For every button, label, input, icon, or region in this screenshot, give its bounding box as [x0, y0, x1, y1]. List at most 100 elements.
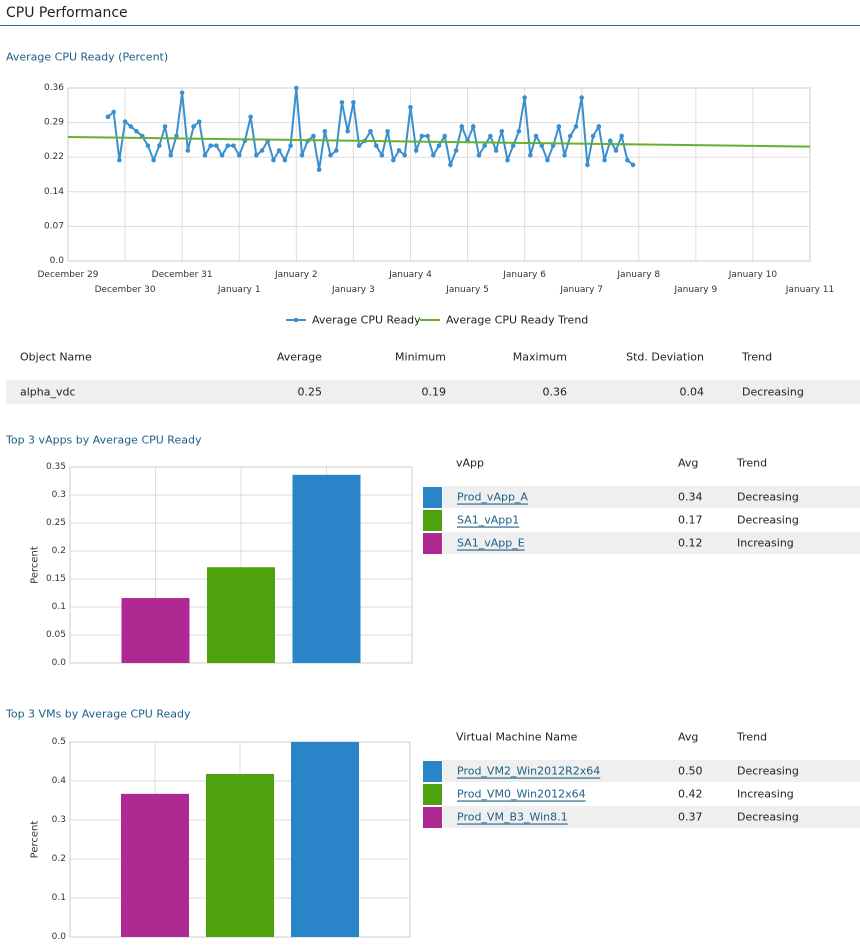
- point: [322, 128, 328, 134]
- point: [157, 143, 162, 148]
- point: [573, 124, 579, 129]
- point: [299, 152, 305, 158]
- point: [579, 95, 584, 100]
- y-tick-label: 0.3: [52, 490, 66, 500]
- column-header: Avg: [678, 457, 698, 470]
- point: [613, 148, 619, 153]
- point: [134, 128, 139, 134]
- row-band: [443, 486, 860, 508]
- page-title: CPU Performance: [6, 5, 128, 21]
- point: [145, 143, 151, 148]
- point: [488, 133, 493, 139]
- point: [191, 124, 196, 129]
- plot-border: [67, 87, 811, 262]
- color-key: [423, 761, 442, 782]
- point: [254, 152, 259, 158]
- table-cell: 0.37: [678, 811, 703, 824]
- y-tick-label: 0.25: [46, 518, 66, 528]
- point: [516, 128, 522, 134]
- table-cell: alpha_vdc: [20, 386, 76, 399]
- name-link[interactable]: SA1_vApp_E: [457, 537, 525, 550]
- y-tick-label: 0.07: [44, 221, 64, 231]
- point: [259, 148, 265, 153]
- point: [316, 167, 322, 172]
- y-axis-label: Percent: [30, 546, 41, 584]
- point: [208, 143, 213, 148]
- point: [476, 152, 482, 158]
- y-tick-label: 0.36: [44, 83, 64, 93]
- point: [562, 152, 567, 158]
- table-cell: 0.34: [678, 491, 703, 504]
- point: [351, 100, 356, 105]
- color-key: [423, 784, 442, 805]
- y-tick-label: 0.2: [52, 546, 66, 556]
- point: [356, 143, 362, 148]
- point: [482, 143, 487, 148]
- x-tick-label: December 29: [38, 270, 99, 280]
- table-cell: Decreasing: [737, 491, 799, 504]
- x-tick-label: December 30: [95, 285, 156, 295]
- table-cell: Increasing: [737, 537, 794, 550]
- y-tick-label: 0.22: [44, 152, 64, 162]
- point: [448, 162, 453, 168]
- point: [550, 143, 556, 148]
- x-tick-label: December 31: [152, 270, 213, 280]
- name-link[interactable]: Prod_VM0_Win2012x64: [457, 788, 586, 801]
- bar: [291, 742, 359, 937]
- point: [236, 152, 242, 158]
- y-tick-label: 0.14: [44, 187, 64, 197]
- point: [379, 152, 385, 158]
- point: [333, 148, 339, 153]
- point: [196, 119, 202, 124]
- point: [311, 133, 316, 139]
- point: [202, 152, 208, 158]
- point: [602, 157, 607, 163]
- point: [596, 124, 602, 129]
- table-cell: 0.36: [543, 386, 568, 399]
- legend-swatch: [293, 317, 299, 323]
- point: [545, 157, 550, 163]
- chart-title: Top 3 VMs by Average CPU Ready: [5, 708, 191, 721]
- table-cell: 0.19: [422, 386, 447, 399]
- row-band: [443, 532, 860, 554]
- column-header: Trend: [736, 731, 767, 744]
- point: [453, 148, 459, 153]
- point: [396, 148, 402, 153]
- row-band: [443, 760, 860, 782]
- legend-label: Average CPU Ready Trend: [446, 314, 588, 327]
- column-header: Average: [277, 351, 322, 364]
- point: [231, 143, 236, 148]
- column-header: Minimum: [395, 351, 446, 364]
- point: [391, 157, 396, 163]
- name-link[interactable]: SA1_vApp1: [457, 514, 519, 527]
- point: [214, 143, 219, 148]
- y-tick-label: 0.2: [52, 854, 66, 864]
- bar: [207, 567, 275, 663]
- point: [328, 152, 333, 158]
- name-link[interactable]: Prod_VM_B3_Win8.1: [457, 811, 568, 824]
- point: [162, 124, 168, 129]
- point: [225, 143, 231, 148]
- point: [425, 133, 430, 139]
- x-tick-label: January 1: [217, 285, 261, 295]
- point: [436, 143, 442, 148]
- x-tick-label: January 10: [728, 270, 778, 280]
- point: [402, 152, 408, 158]
- name-link[interactable]: Prod_vApp_A: [457, 491, 528, 504]
- point: [430, 152, 436, 158]
- name-link[interactable]: Prod_VM2_Win2012R2x64: [457, 765, 600, 778]
- point: [368, 128, 373, 134]
- x-tick-label: January 8: [616, 270, 660, 280]
- chart-title: Top 3 vApps by Average CPU Ready: [5, 434, 202, 447]
- point: [248, 114, 253, 120]
- column-header: Object Name: [20, 351, 92, 364]
- point: [339, 100, 345, 105]
- point: [533, 133, 539, 139]
- y-tick-label: 0.15: [46, 574, 66, 584]
- point: [625, 157, 630, 163]
- color-key: [423, 487, 442, 508]
- point: [105, 114, 111, 120]
- point: [413, 148, 419, 153]
- table-cell: 0.50: [678, 765, 703, 778]
